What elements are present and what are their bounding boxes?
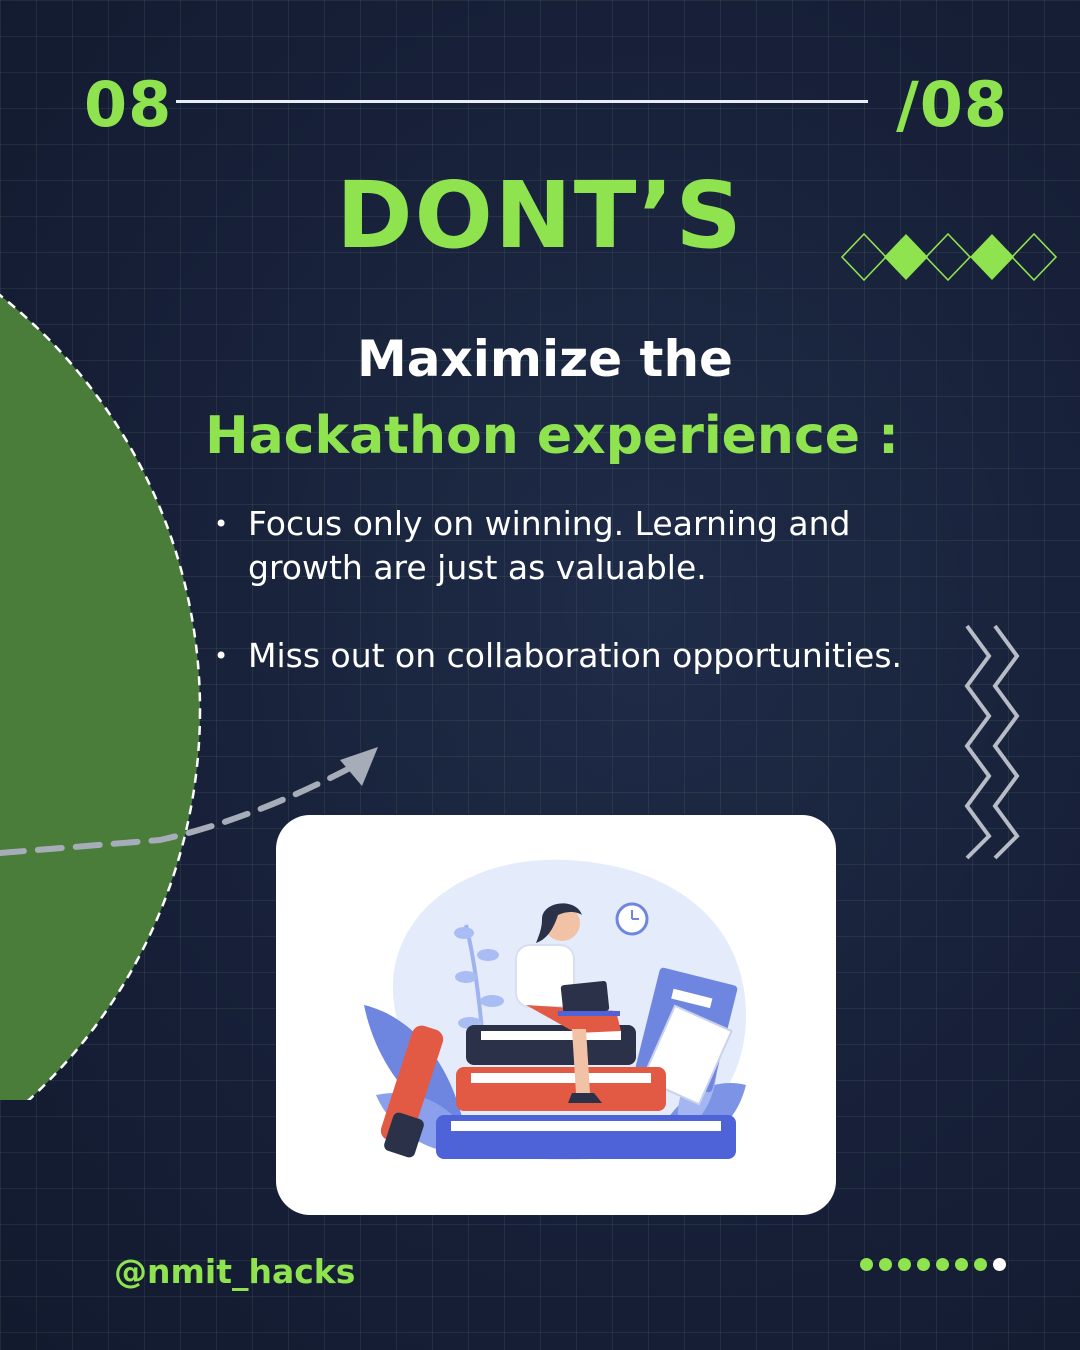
dashed-arrow-icon	[0, 747, 378, 856]
illustration-card	[276, 815, 836, 1215]
page-title: DONT’S	[336, 162, 744, 269]
pagination-dot	[917, 1258, 930, 1271]
zigzag-icon	[964, 624, 1020, 860]
pagination-dot	[898, 1258, 911, 1271]
pagination-dot	[879, 1258, 892, 1271]
bullet-text: Miss out on collaboration opportunities.	[248, 636, 903, 675]
bullet-marker: •	[214, 642, 229, 670]
subtitle-line-1: Maximize the	[357, 330, 733, 388]
pagination-dot-active	[993, 1258, 1006, 1271]
pagination-dot	[860, 1258, 873, 1271]
header-divider	[176, 100, 868, 103]
list-item: • Miss out on collaboration opportunitie…	[214, 634, 944, 678]
woman-with-laptop-on-books-illustration	[364, 859, 746, 1160]
page-number: 08	[84, 68, 173, 141]
bullet-marker: •	[214, 510, 229, 538]
social-handle: @nmit_hacks	[114, 1252, 356, 1291]
diamond-row-icon	[840, 232, 1058, 282]
subtitle-line-2: Hackathon experience :	[205, 406, 899, 466]
list-item: • Focus only on winning. Learning and gr…	[214, 502, 944, 590]
green-circle-decoration	[0, 293, 378, 1100]
pagination-dot	[974, 1258, 987, 1271]
pagination-dot	[936, 1258, 949, 1271]
pagination-dot	[955, 1258, 968, 1271]
bullet-text: Focus only on winning. Learning and grow…	[248, 504, 851, 587]
page-total: /08	[896, 68, 1008, 141]
pagination-dots	[860, 1258, 1006, 1271]
